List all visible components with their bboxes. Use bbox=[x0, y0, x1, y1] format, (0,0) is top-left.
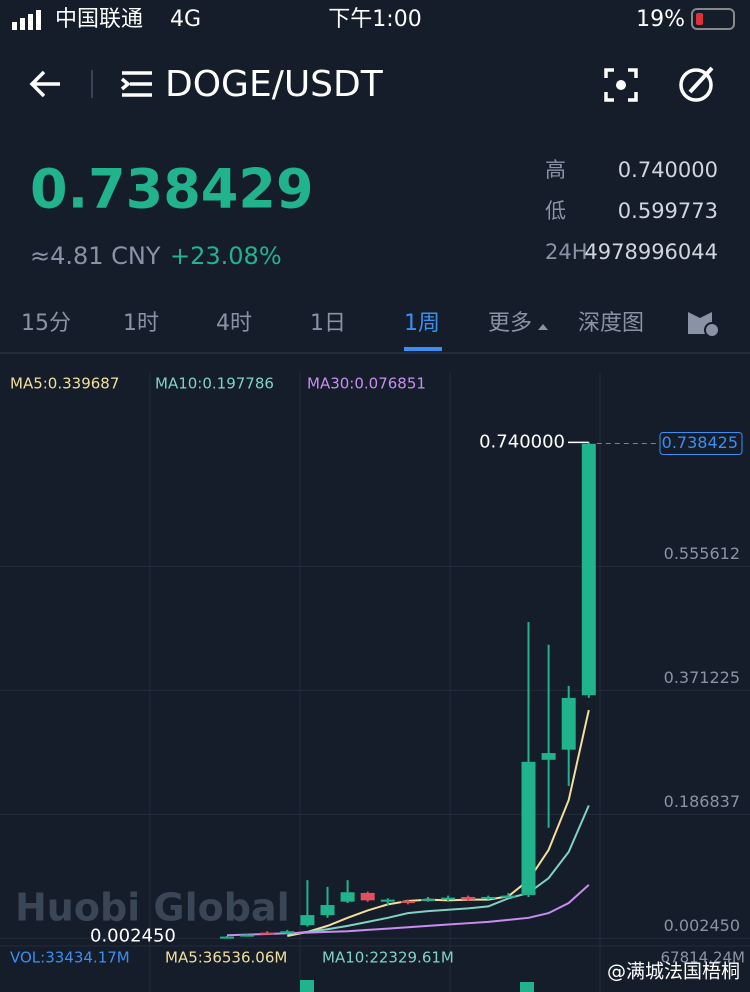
current-price-label: 0.738425 bbox=[662, 433, 738, 452]
stat-value: 0.599773 bbox=[618, 199, 718, 223]
candle-body bbox=[581, 443, 596, 696]
candle-body bbox=[360, 892, 375, 901]
volume-ma10: MA10:22329.61M bbox=[322, 949, 454, 967]
volume-bar bbox=[520, 982, 534, 992]
candle-body bbox=[481, 896, 496, 899]
y-tick-label: 0.555612 bbox=[664, 544, 740, 563]
ma-legend: MA5:0.339687 bbox=[10, 375, 119, 393]
network: 4G bbox=[170, 7, 201, 32]
candle-body bbox=[220, 936, 234, 939]
candle-body bbox=[561, 697, 576, 750]
candle-body bbox=[240, 934, 255, 937]
signal-bar bbox=[12, 22, 17, 30]
tab[interactable]: 更多 bbox=[488, 311, 532, 336]
header: DOGE/USDT bbox=[29, 64, 714, 105]
candle-body bbox=[260, 932, 275, 935]
tab-indicator bbox=[404, 347, 442, 351]
candle-body bbox=[380, 899, 395, 902]
last-price: 0.738429 bbox=[30, 158, 314, 221]
candle-body bbox=[461, 896, 476, 900]
screenshot-dot bbox=[616, 80, 626, 90]
candle-body bbox=[541, 753, 556, 760]
y-tick-label: 0.002450 bbox=[664, 916, 740, 935]
volume-ma5: MA5:36536.06M bbox=[165, 949, 287, 967]
stat-label: 高 bbox=[545, 158, 566, 182]
candle-body bbox=[320, 905, 335, 916]
candle-body bbox=[400, 901, 415, 904]
high-marker-label: 0.740000 bbox=[479, 431, 565, 452]
cny-price: ≈4.81 CNY bbox=[30, 242, 161, 270]
volume-axis-label: 67814.24M bbox=[660, 949, 745, 967]
candle-body bbox=[340, 892, 355, 902]
dropdown-caret bbox=[538, 324, 548, 330]
candle-body bbox=[280, 931, 295, 934]
signal-bar bbox=[28, 14, 33, 30]
y-tick-label: 0.186837 bbox=[664, 792, 740, 811]
ma-line bbox=[287, 709, 590, 937]
settings-gear bbox=[704, 322, 720, 338]
volume-label: VOL:33434.17M bbox=[10, 949, 130, 967]
battery bbox=[691, 8, 735, 30]
candle-body bbox=[421, 898, 435, 901]
back-button[interactable] bbox=[29, 70, 60, 98]
tab[interactable]: 1日 bbox=[310, 311, 346, 336]
clock: 下午1:00 bbox=[328, 7, 421, 32]
ma-legend: MA10:0.197786 bbox=[155, 375, 274, 393]
menu-icon[interactable] bbox=[120, 71, 152, 97]
user-watermark: @满城法国梧桐 bbox=[607, 961, 740, 983]
signal-bar bbox=[20, 18, 25, 30]
tab[interactable]: 4时 bbox=[216, 311, 252, 336]
battery-fill bbox=[696, 13, 703, 25]
candle-body bbox=[441, 897, 456, 900]
pair-title: DOGE/USDT bbox=[165, 64, 384, 105]
ticker: 0.738429 ≈4.81 CNY +23.08% 高 0.740000 低 … bbox=[30, 158, 718, 270]
carrier: 中国联通 bbox=[55, 7, 143, 32]
tab-active[interactable]: 1周 bbox=[404, 311, 440, 336]
current-price-tag bbox=[659, 431, 743, 455]
volume-bar bbox=[300, 980, 314, 992]
tab[interactable]: 1时 bbox=[123, 311, 159, 336]
share-arrow bbox=[688, 66, 714, 94]
stat-value: 4978996044 bbox=[584, 240, 718, 264]
stat-label: 低 bbox=[545, 199, 566, 223]
low-marker-label: 0.002450 bbox=[90, 925, 176, 946]
candle-body bbox=[521, 761, 536, 895]
stat-value: 0.740000 bbox=[618, 158, 718, 182]
share-button[interactable] bbox=[679, 68, 713, 102]
ma-line bbox=[287, 805, 590, 935]
tab[interactable]: 15分 bbox=[21, 311, 71, 336]
signal-bar bbox=[36, 10, 41, 30]
ma-legend: MA30:0.076851 bbox=[307, 375, 426, 393]
tab[interactable]: 深度图 bbox=[578, 311, 644, 336]
y-tick-label: 0.371225 bbox=[664, 668, 740, 687]
battery-level: 19% bbox=[636, 7, 685, 32]
chart-grid bbox=[149, 372, 601, 992]
status-bar: 中国联通 4G 下午1:00 19% bbox=[12, 7, 735, 32]
tabs: 15分 1时 4时 1日 1周 更多 深度图 bbox=[0, 311, 750, 354]
plot: 0.002450 0.186837 0.371225 0.555612 0.740000… bbox=[0, 431, 750, 946]
candle-body bbox=[501, 895, 516, 898]
screenshot-button[interactable] bbox=[604, 68, 638, 102]
watermark: Huobi Global bbox=[15, 886, 290, 930]
stat-label: 24H bbox=[545, 240, 588, 264]
change: +23.08% bbox=[170, 242, 282, 270]
candle-body bbox=[300, 915, 315, 926]
